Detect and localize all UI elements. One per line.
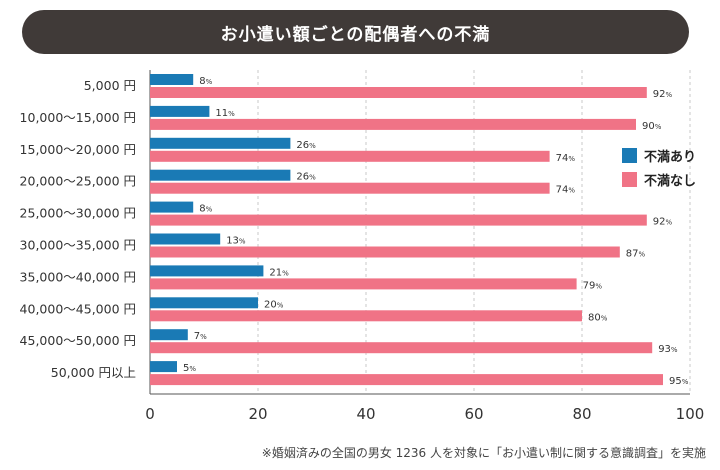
category-label: 25,000〜30,000 円 [20, 206, 136, 221]
category-label: 10,000〜15,000 円 [20, 110, 136, 125]
bar-value-label: 79% [583, 280, 603, 291]
bar-value-label: 80% [588, 312, 608, 323]
legend-label: 不満なし [644, 173, 696, 189]
category-label: 30,000〜35,000 円 [20, 238, 136, 253]
bar-satisfied [150, 246, 620, 258]
bar-dissatisfied [150, 265, 264, 277]
x-tick-label: 100 [676, 405, 705, 423]
bar-dissatisfied [150, 361, 177, 373]
bar-value-label: 92% [653, 217, 673, 228]
bar-satisfied [150, 374, 663, 386]
category-label: 40,000〜45,000 円 [20, 301, 136, 316]
bar-dissatisfied [150, 105, 210, 117]
bar-value-label: 90% [642, 121, 662, 132]
labels: 0 20 40 60 80 100 8% 92% 5,000 円 11% 90% 10,000〜15,… [20, 76, 705, 423]
x-tick-label: 80 [572, 405, 591, 423]
bar-value-label: 21% [269, 267, 289, 278]
bar-dissatisfied [150, 169, 291, 181]
category-label: 50,000 円以上 [51, 365, 136, 380]
bar-value-label: 93% [658, 344, 678, 355]
bar-value-label: 20% [264, 299, 284, 310]
bar-satisfied [150, 214, 647, 226]
bar-dissatisfied [150, 297, 258, 309]
bar-value-label: 92% [653, 89, 673, 100]
bar-value-label: 13% [226, 236, 246, 247]
legend-label: 不満あり [644, 149, 696, 165]
category-label: 45,000〜50,000 円 [20, 333, 136, 348]
category-label: 5,000 円 [84, 78, 136, 93]
legend-swatch [622, 148, 637, 163]
bar-satisfied [150, 342, 653, 354]
category-label: 20,000〜25,000 円 [20, 174, 136, 189]
bar-value-label: 95% [669, 376, 689, 387]
bar-dissatisfied [150, 74, 194, 85]
bar-value-label: 26% [296, 172, 316, 183]
bar-value-label: 11% [215, 108, 235, 119]
bar-value-label: 87% [626, 249, 646, 260]
bar-satisfied [150, 87, 647, 98]
bars [150, 74, 663, 386]
bar-dissatisfied [150, 233, 221, 245]
bar-value-label: 8% [199, 204, 212, 215]
category-label: 15,000〜20,000 円 [20, 142, 136, 157]
x-tick-label: 20 [248, 405, 267, 423]
bar-value-label: 74% [556, 185, 576, 196]
chart-title: お小遣い額ごとの配偶者への不満 [22, 10, 689, 54]
bar-satisfied [150, 182, 550, 194]
bar-dissatisfied [150, 329, 188, 341]
x-tick-label: 0 [145, 405, 155, 423]
x-tick-label: 60 [464, 405, 483, 423]
x-tick-label: 40 [356, 405, 375, 423]
footnote: ※婚姻済みの全国の男女 1236 人を対象に「お小遣い制に関する意識調査」を実施 [261, 446, 706, 460]
bar-value-label: 74% [556, 153, 576, 164]
category-label: 35,000〜40,000 円 [20, 269, 136, 284]
bar-satisfied [150, 118, 636, 130]
bar-satisfied [150, 150, 550, 162]
bar-dissatisfied [150, 137, 291, 149]
legend-swatch [622, 172, 637, 187]
bar-value-label: 26% [296, 140, 316, 151]
bar-value-label: 7% [194, 331, 207, 342]
bar-value-label: 8% [199, 76, 212, 87]
bar-value-label: 5% [183, 363, 196, 374]
bar-satisfied [150, 310, 582, 322]
bar-satisfied [150, 278, 577, 290]
bar-dissatisfied [150, 201, 194, 213]
